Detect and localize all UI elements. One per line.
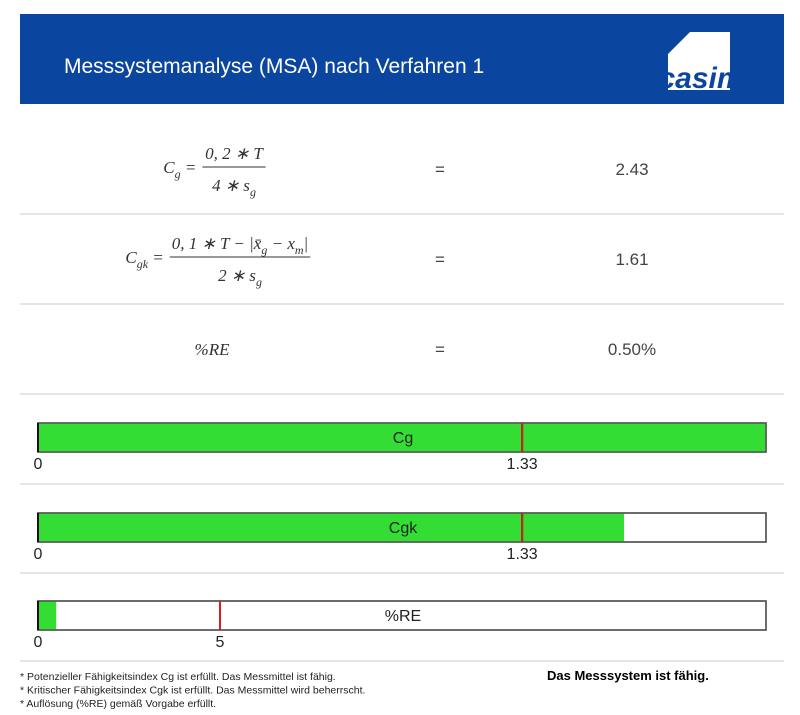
result-value: 1.61 (615, 250, 648, 269)
math-subscript: m (295, 243, 304, 257)
tick-label: 0 (34, 634, 43, 651)
equals-sign: = (435, 250, 445, 269)
gauge-label: Cg (393, 430, 413, 447)
tick-label: 1.33 (507, 456, 538, 473)
math-part: 2 ∗ s (218, 266, 256, 285)
logo-box (668, 32, 730, 90)
math-subscript: g (256, 275, 262, 289)
math-expression: 2 ∗ sg (218, 266, 262, 289)
gauge-fill (38, 513, 625, 542)
gauge-label: %RE (385, 608, 421, 625)
gauge-fill (38, 423, 766, 452)
logo-text: casim (658, 62, 743, 95)
header-bar (20, 14, 784, 104)
math-part: 4 ∗ s (212, 176, 250, 195)
header-title: Messsystemanalyse (MSA) nach Verfahren 1 (64, 55, 484, 78)
math-part: 0, 2 ∗ T (205, 144, 264, 163)
footnote: * Kritischer Fähigkeitsindex Cgk ist erf… (20, 685, 365, 697)
math-part: | (304, 234, 309, 253)
footnote: * Potenzieller Fähigkeitsindex Cg ist er… (20, 671, 336, 683)
conclusion: Das Messsystem ist fähig. (547, 668, 709, 683)
math-expression: 0, 1 ∗ T − |x̄g − xm| (172, 234, 308, 257)
gauge-label: Cgk (389, 520, 418, 537)
gauge-fill (38, 601, 57, 630)
math-part: = (181, 158, 197, 177)
tick-label: 5 (216, 634, 225, 651)
math-part: = (148, 248, 164, 267)
math-expression: 0, 2 ∗ T (205, 144, 264, 163)
tick-label: 0 (34, 546, 43, 563)
tick-label: 1.33 (507, 546, 538, 563)
tick-label: 0 (34, 456, 43, 473)
math-part: C (125, 248, 137, 267)
math-expression: Cg = (163, 158, 196, 181)
math-subscript: g (261, 243, 267, 257)
equals-sign: = (435, 340, 445, 359)
math-subscript: gk (137, 257, 149, 271)
math-subscript: g (250, 185, 256, 199)
logo-corner (668, 32, 690, 54)
math-part: %RE (195, 340, 231, 359)
result-value: 2.43 (615, 160, 648, 179)
math-part: − x (267, 234, 295, 253)
math-part: 0, 1 ∗ T − |x̄ (172, 234, 262, 253)
equals-sign: = (435, 160, 445, 179)
math-expression: %RE (195, 340, 231, 359)
math-part: C (163, 158, 175, 177)
math-expression: 4 ∗ sg (212, 176, 256, 199)
gauge-track (37, 600, 767, 631)
math-expression: Cgk = (125, 248, 163, 271)
footnote: * Auflösung (%RE) gemäß Vorgabe erfüllt. (20, 698, 216, 710)
result-value: 0.50% (608, 340, 656, 359)
math-subscript: g (175, 167, 181, 181)
